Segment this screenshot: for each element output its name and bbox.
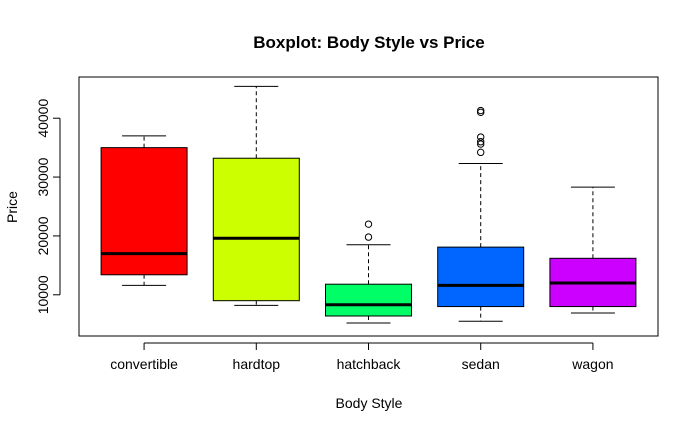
y-tick-label: 10000 (35, 275, 51, 314)
box-body (437, 246, 525, 308)
outlier-point (477, 140, 485, 148)
box-convertible (100, 135, 188, 286)
chart-title: Boxplot: Body Style vs Price (253, 33, 484, 52)
x-tick-label: wagon (571, 356, 613, 372)
x-tick-label: convertible (110, 356, 178, 372)
y-tick-label: 20000 (35, 216, 51, 255)
box-body (212, 157, 300, 302)
outlier-point (477, 148, 485, 157)
y-tick-label: 30000 (35, 157, 51, 196)
x-tick-label: hatchback (337, 356, 402, 372)
x-tick-label: sedan (462, 356, 500, 372)
box-wagon (549, 186, 637, 314)
box-sedan (437, 106, 525, 322)
x-tick-label: hardtop (233, 356, 281, 372)
outlier-point (364, 220, 373, 228)
box-body (100, 147, 188, 276)
box-body (325, 283, 412, 317)
box-hardtop (212, 85, 300, 306)
box-hatchback (325, 220, 412, 324)
y-axis-label: Price (4, 191, 20, 223)
box-series (100, 85, 637, 324)
y-axis: 10000 20000 30000 40000 (35, 99, 61, 314)
outlier-point (477, 138, 485, 146)
outlier-point (477, 106, 485, 115)
plot-frame (78, 76, 659, 337)
x-axis-label: Body Style (336, 395, 403, 411)
x-axis: convertible hardtop hatchback sedan wagon (110, 342, 614, 372)
outlier-point (364, 233, 373, 241)
y-tick-label: 40000 (35, 99, 51, 138)
outlier-point (477, 133, 485, 141)
